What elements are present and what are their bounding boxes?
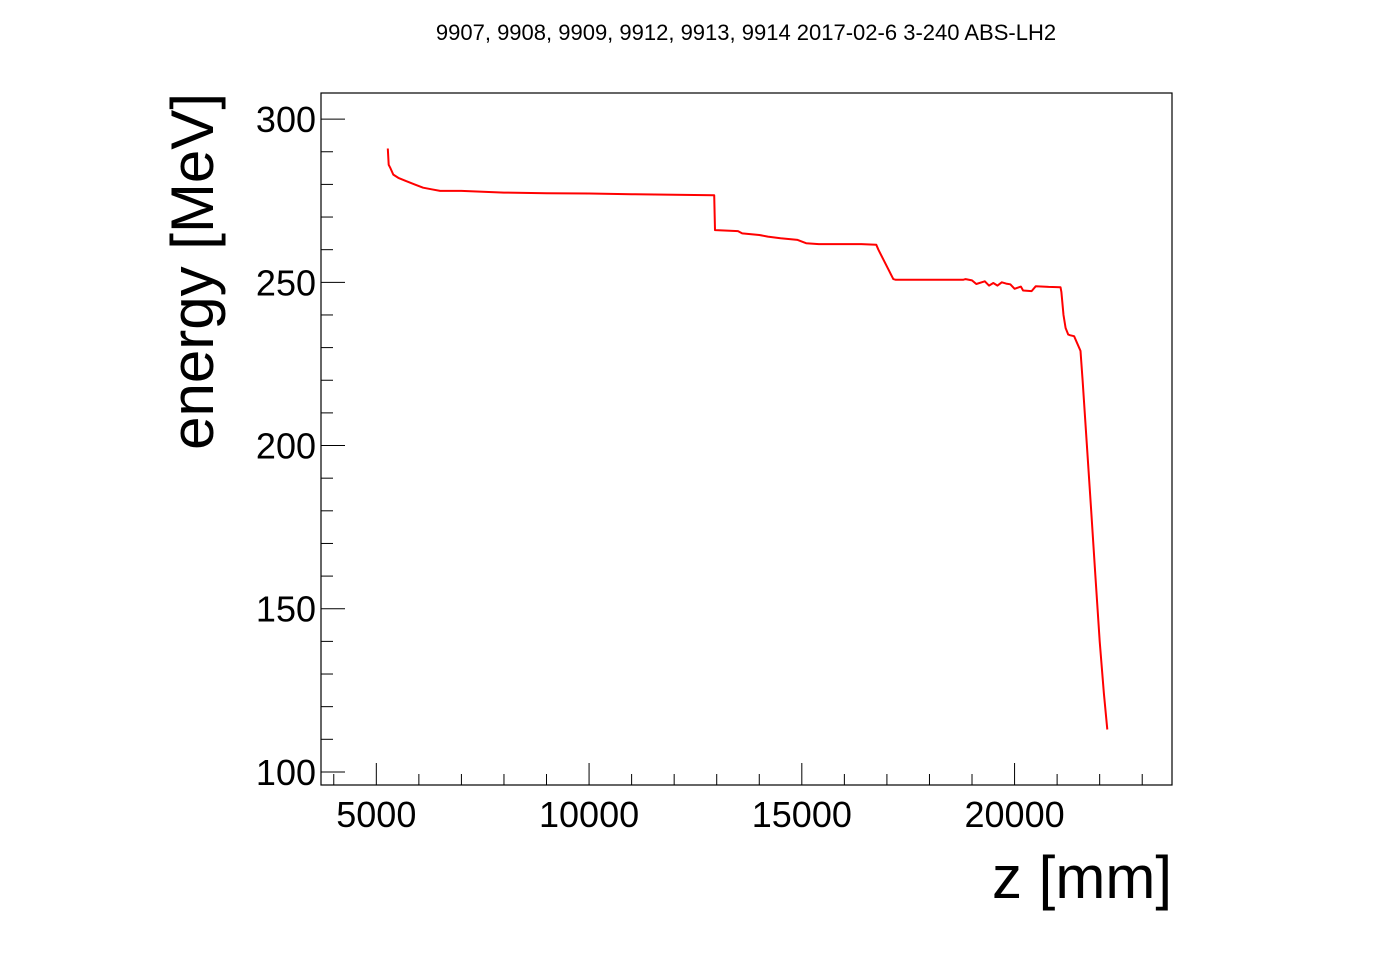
- y-tick-label: 150: [256, 589, 316, 630]
- x-tick-label: 5000: [336, 794, 416, 835]
- chart-title: 9907, 9908, 9909, 9912, 9913, 9914 2017-…: [436, 20, 1056, 45]
- y-tick-label: 250: [256, 262, 316, 303]
- y-axis-ticks: [321, 118, 345, 773]
- x-tick-label: 15000: [752, 794, 852, 835]
- x-axis-tick-labels: 5000 10000 15000 20000: [336, 794, 1064, 835]
- y-axis-tick-labels: 100 150 200 250 300: [256, 99, 316, 793]
- x-tick-label: 20000: [965, 794, 1065, 835]
- series-line: [386, 148, 1109, 730]
- x-tick-label: 10000: [539, 794, 639, 835]
- y-tick-label: 200: [256, 426, 316, 467]
- series-layer: [386, 148, 1109, 730]
- x-axis-ticks: [333, 763, 1143, 785]
- x-axis-title: z [mm]: [992, 844, 1172, 911]
- y-tick-label: 100: [256, 752, 316, 793]
- y-tick-label: 300: [256, 99, 316, 140]
- y-axis-title: energy [MeV]: [159, 93, 226, 450]
- plot-frame: [320, 92, 1173, 786]
